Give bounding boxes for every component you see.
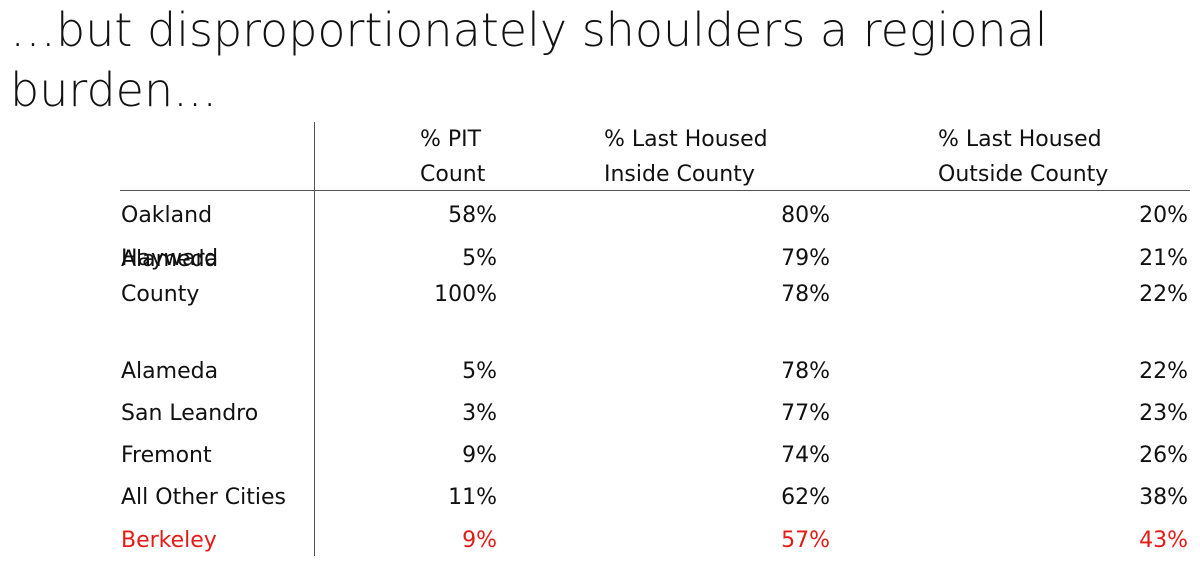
slide-title: …but disproportionately shoulders a regi… bbox=[10, 3, 1048, 117]
row-label: Alameda bbox=[121, 359, 219, 384]
table-cell: 9% bbox=[462, 528, 497, 553]
column-header: Inside County bbox=[604, 162, 755, 187]
table-cell: 80% bbox=[781, 203, 830, 228]
row-label: County bbox=[121, 282, 200, 307]
table-cell: 26% bbox=[1139, 443, 1188, 468]
table-cell: 77% bbox=[781, 401, 830, 426]
row-label: All Other Cities bbox=[121, 485, 286, 510]
table-cell: 57% bbox=[781, 528, 830, 553]
table-cell: 78% bbox=[781, 359, 830, 384]
table-cell: 22% bbox=[1139, 359, 1188, 384]
table-cell: 100% bbox=[434, 282, 497, 307]
column-header: % PIT bbox=[420, 127, 482, 152]
table-cell: 5% bbox=[462, 359, 497, 384]
table-cell: 20% bbox=[1139, 203, 1188, 228]
table-cell: 43% bbox=[1139, 528, 1188, 553]
row-label: Hayward bbox=[121, 246, 219, 271]
table-cell: 38% bbox=[1139, 485, 1188, 510]
column-header: % Last Housed bbox=[938, 127, 1102, 152]
column-header: % Last Housed bbox=[604, 127, 768, 152]
table-cell: 11% bbox=[448, 485, 497, 510]
table-cell: 21% bbox=[1139, 246, 1188, 271]
row-label: Berkeley bbox=[121, 528, 217, 553]
row-label: Alameda bbox=[121, 247, 219, 272]
header-rule bbox=[120, 190, 1190, 191]
row-label: Oakland bbox=[121, 203, 213, 228]
table-cell: 62% bbox=[781, 485, 830, 510]
table-cell: 9% bbox=[462, 443, 497, 468]
column-header: Outside County bbox=[938, 162, 1109, 187]
row-label: San Leandro bbox=[121, 401, 259, 426]
table-cell: 79% bbox=[781, 246, 830, 271]
table-cell: 78% bbox=[781, 282, 830, 307]
table-cell: 74% bbox=[781, 443, 830, 468]
table-cell: 5% bbox=[462, 246, 497, 271]
table-cell: 23% bbox=[1139, 401, 1188, 426]
column-rule bbox=[314, 122, 315, 556]
row-label: Fremont bbox=[121, 443, 212, 468]
column-header: Count bbox=[420, 162, 486, 187]
table-cell: 22% bbox=[1139, 282, 1188, 307]
table-cell: 58% bbox=[448, 203, 497, 228]
table-cell: 3% bbox=[462, 401, 497, 426]
